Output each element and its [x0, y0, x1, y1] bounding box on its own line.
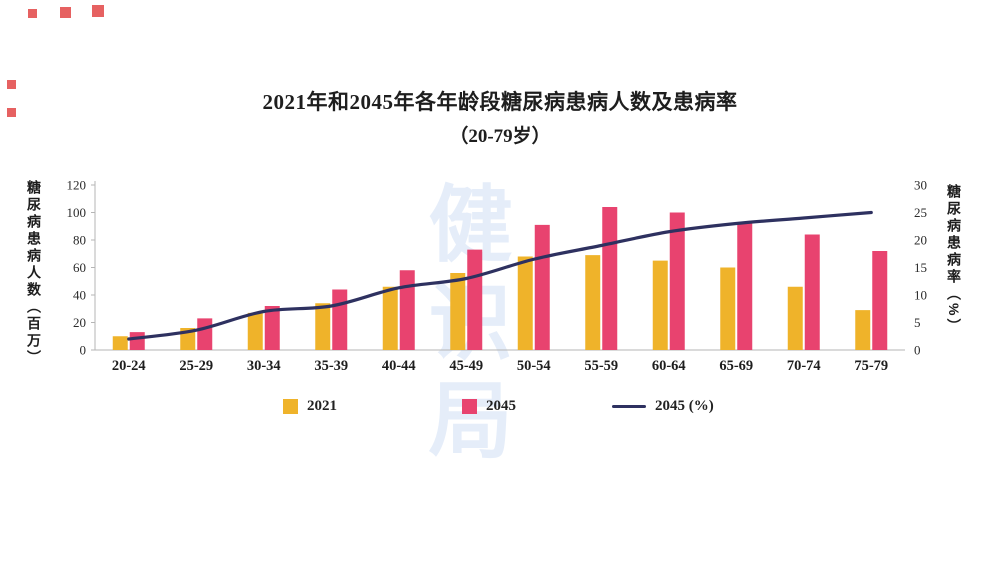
x-axis-category-label: 70-74 [787, 358, 821, 374]
decorative-red-mark [7, 108, 16, 117]
bar-2021-70-74 [787, 286, 803, 350]
legend-line-swatch-2045-pct [612, 405, 646, 408]
left-axis-tick-label: 60 [73, 260, 86, 275]
right-axis-tick-label: 20 [914, 233, 927, 248]
left-axis-tick-label: 40 [73, 288, 86, 303]
decorative-red-mark [7, 80, 16, 89]
bar-2045-20-24 [129, 332, 145, 350]
bar-2021-20-24 [112, 336, 128, 350]
legend-label-2045-pct: 2045 (%) [655, 398, 714, 414]
x-axis-category-label: 50-54 [517, 358, 551, 374]
bar-2021-50-54 [517, 256, 533, 350]
left-axis-tick-label: 0 [80, 343, 87, 358]
bar-2021-35-39 [315, 303, 331, 350]
bar-2045-50-54 [534, 224, 550, 350]
bar-2045-70-74 [804, 234, 820, 350]
x-axis-category-label: 75-79 [854, 358, 888, 374]
x-axis-category-label: 65-69 [719, 358, 753, 374]
bar-2045-40-44 [399, 270, 415, 350]
x-axis-category-label: 40-44 [382, 358, 416, 374]
bar-2045-55-59 [602, 207, 618, 350]
legend-label-2021: 2021 [307, 398, 337, 414]
left-axis-tick-label: 100 [67, 205, 87, 220]
bar-2045-75-79 [872, 251, 888, 350]
legend-label-2045: 2045 [486, 398, 516, 414]
bar-2045-30-34 [264, 306, 280, 350]
left-axis-title: 糖尿病患病人数（百万） [26, 180, 42, 367]
chart-title-line1: 2021年和2045年各年龄段糖尿病患病人数及患病率 [262, 90, 738, 114]
x-axis-category-label: 45-49 [449, 358, 483, 374]
right-axis-tick-label: 5 [914, 315, 921, 330]
bar-2021-55-59 [585, 255, 601, 350]
x-axis-category-label: 25-29 [179, 358, 213, 374]
right-axis-tick-label: 10 [914, 288, 927, 303]
bar-2045-35-39 [332, 289, 348, 350]
decorative-red-mark [28, 9, 37, 18]
bar-2045-25-29 [197, 318, 213, 350]
bar-2021-40-44 [382, 286, 398, 350]
bar-2045-65-69 [737, 222, 753, 350]
right-axis-tick-label: 25 [914, 205, 927, 220]
x-axis-category-label: 20-24 [112, 358, 146, 374]
legend-swatch-2021 [283, 399, 298, 414]
prevalence-line-2045 [127, 210, 873, 341]
x-axis-category-label: 55-59 [584, 358, 618, 374]
decorative-red-mark [92, 5, 104, 17]
bar-2021-45-49 [450, 273, 466, 350]
right-axis-tick-label: 30 [914, 178, 927, 193]
x-axis-category-label: 30-34 [247, 358, 281, 374]
legend-swatch-2045 [462, 399, 477, 414]
chart-title-line2: （20-79岁） [449, 126, 551, 147]
left-axis-tick-label: 20 [73, 315, 86, 330]
x-axis-category-label: 60-64 [652, 358, 686, 374]
right-axis-tick-label: 0 [914, 343, 921, 358]
right-axis-title: 糖尿病患病率（%） [946, 184, 962, 336]
bar-2021-75-79 [855, 310, 871, 350]
x-axis-category-label: 35-39 [314, 358, 348, 374]
chart-title: 2021年和2045年各年龄段糖尿病患病人数及患病率 （20-79岁） [0, 86, 1000, 148]
legend-item-2045: 2045 [462, 398, 516, 415]
left-axis-tick-label: 120 [67, 178, 87, 193]
bar-2021-65-69 [720, 267, 736, 350]
legend-item-2021: 2021 [283, 398, 337, 415]
left-axis-tick-label: 80 [73, 233, 86, 248]
bar-2021-60-64 [652, 260, 668, 350]
legend-item-2045-pct: 2045 (%) [612, 398, 714, 415]
bar-2045-45-49 [467, 249, 483, 350]
bar-2021-30-34 [247, 312, 263, 350]
right-axis-tick-label: 15 [914, 260, 927, 275]
chart-legend: 2021 2045 2045 (%) [0, 398, 1000, 422]
decorative-red-mark [60, 7, 71, 18]
bar-2045-60-64 [669, 212, 685, 350]
